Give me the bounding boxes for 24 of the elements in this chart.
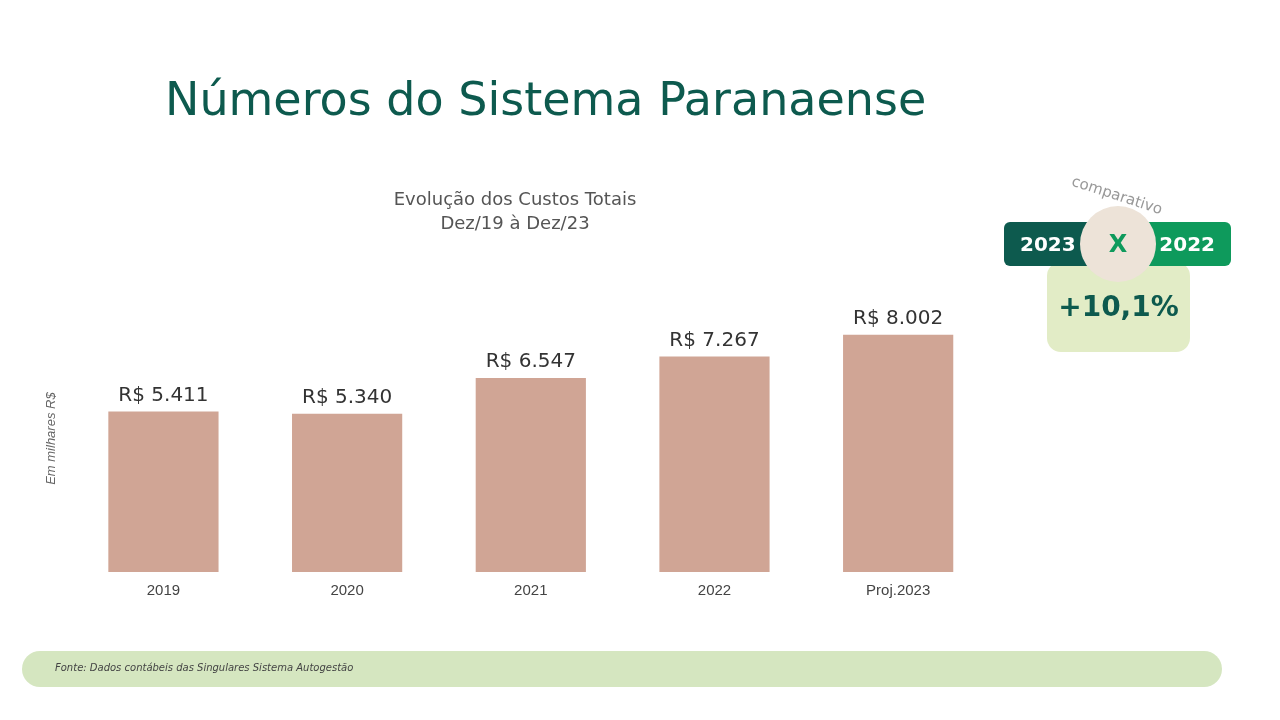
bar <box>659 356 770 572</box>
source-note: Fonte: Dados contábeis das Singulares Sistema Autogestão <box>55 662 354 673</box>
data-label: R$ 8.002 <box>853 304 944 329</box>
text: Números do Sistema Paranaense <box>165 72 927 126</box>
x-tick-label: 2021 <box>514 581 548 599</box>
data-label: R$ 5.340 <box>302 383 393 408</box>
data-label: R$ 7.267 <box>669 326 760 351</box>
bar <box>475 377 586 572</box>
text: 2022 <box>1130 222 1231 266</box>
data-label: R$ 6.547 <box>485 348 576 373</box>
x-tick-label: 2019 <box>146 581 181 599</box>
x-tick-label: Proj.2023 <box>866 581 931 599</box>
text: +10,1% <box>1057 290 1180 323</box>
x-tick-label: 2022 <box>697 581 732 599</box>
chart-subtitle: Dez/19 à Dez/23 <box>440 212 590 234</box>
bar <box>292 413 403 572</box>
bar <box>843 334 954 572</box>
bar <box>108 411 219 572</box>
x-tick-label: 2020 <box>330 581 364 599</box>
data-label: R$ 5.411 <box>118 381 209 406</box>
y-axis-title: Em milhares R$ <box>43 391 59 485</box>
text: X <box>1108 230 1128 258</box>
text: 2023 <box>1004 222 1104 266</box>
chart-title: Evolução dos Custos Totais <box>393 188 637 210</box>
